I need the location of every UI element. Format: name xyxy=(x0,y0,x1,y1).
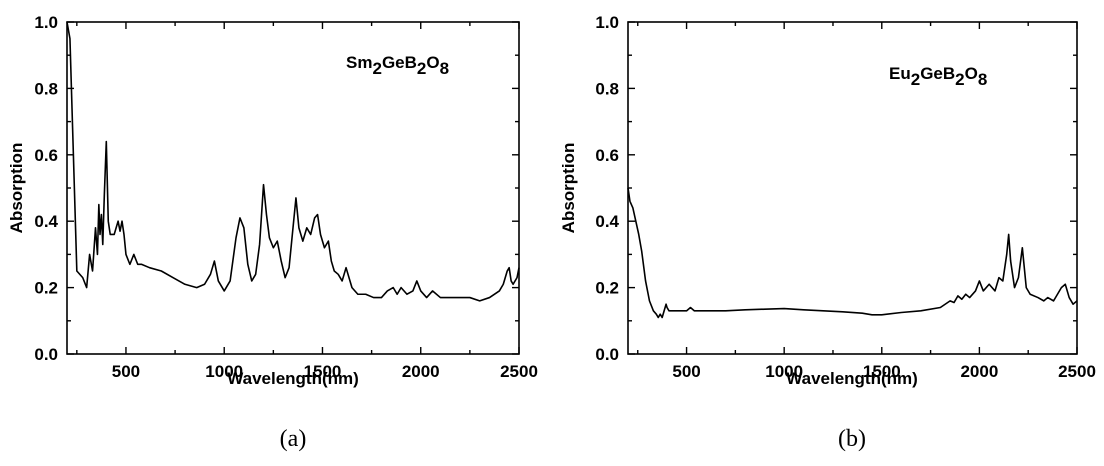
y-tick-label: 0.0 xyxy=(34,345,58,364)
compound-element: GeB xyxy=(920,64,955,83)
chart-panel-a: 500 1000 1500 2000 2500 0.0 0.2 0.4 0.6 0.8 1.0 S… xyxy=(7,13,538,452)
y-tick-label: 0.0 xyxy=(595,345,619,364)
axis-ticks xyxy=(67,21,520,355)
x-tick-label: 1000 xyxy=(765,362,803,381)
y-tick-label: 1.0 xyxy=(34,13,58,32)
compound-subscript: 2 xyxy=(911,70,920,89)
x-tick-label: 2000 xyxy=(960,362,998,381)
compound-element: GeB xyxy=(382,53,417,72)
y-tick-label: 0.6 xyxy=(595,146,619,165)
y-tick-labels: 0.0 0.2 0.4 0.6 0.8 1.0 xyxy=(595,13,619,364)
y-tick-label: 0.2 xyxy=(34,279,58,298)
x-tick-label: 2500 xyxy=(500,362,538,381)
panel-caption: (a) xyxy=(280,426,307,452)
plot-frame xyxy=(66,21,520,355)
compound-element: O xyxy=(426,53,439,72)
y-tick-labels: 0.0 0.2 0.4 0.6 0.8 1.0 xyxy=(34,13,58,364)
compound-element: Sm xyxy=(346,53,372,72)
y-tick-label: 1.0 xyxy=(595,13,619,32)
panel-caption: (b) xyxy=(838,426,866,452)
x-tick-labels: 500 1000 1500 2000 2500 xyxy=(112,362,538,381)
y-axis-title: Absorption xyxy=(7,143,26,234)
compound-subscript: 2 xyxy=(955,70,964,89)
absorption-series-line xyxy=(66,21,520,302)
compound-subscript: 2 xyxy=(372,59,381,78)
plot-frame xyxy=(627,21,1078,355)
x-tick-labels: 500 1000 1500 2000 2500 xyxy=(672,362,1096,381)
y-axis-title: Absorption xyxy=(559,143,578,234)
compound-label: Eu2GeB2O8 xyxy=(889,64,987,89)
x-tick-label: 1500 xyxy=(863,362,901,381)
compound-subscript: 2 xyxy=(417,59,426,78)
chart-panel-b: 500 1000 1500 2000 2500 0.0 0.2 0.4 0.6 0.8 1.0 E… xyxy=(559,13,1096,452)
x-axis-title: Wavelength(nm) xyxy=(227,369,359,388)
y-tick-label: 0.4 xyxy=(34,212,58,231)
compound-label: Sm2GeB2O8 xyxy=(346,53,449,78)
x-tick-label: 2500 xyxy=(1058,362,1096,381)
compound-element: Eu xyxy=(889,64,911,83)
y-tick-label: 0.8 xyxy=(34,79,58,98)
x-axis-title: Wavelength(nm) xyxy=(786,369,918,388)
compound-subscript: 8 xyxy=(978,70,987,89)
y-tick-label: 0.2 xyxy=(595,279,619,298)
compound-subscript: 8 xyxy=(440,59,449,78)
y-tick-label: 0.6 xyxy=(34,146,58,165)
x-tick-label: 1000 xyxy=(205,362,243,381)
compound-element: O xyxy=(965,64,978,83)
y-tick-label: 0.4 xyxy=(595,212,619,231)
x-tick-label: 2000 xyxy=(402,362,440,381)
axis-ticks xyxy=(628,21,1078,355)
x-tick-label: 500 xyxy=(672,362,700,381)
x-tick-label: 1500 xyxy=(304,362,342,381)
y-tick-label: 0.8 xyxy=(595,79,619,98)
x-tick-label: 500 xyxy=(112,362,140,381)
absorption-series-line xyxy=(627,187,1078,319)
